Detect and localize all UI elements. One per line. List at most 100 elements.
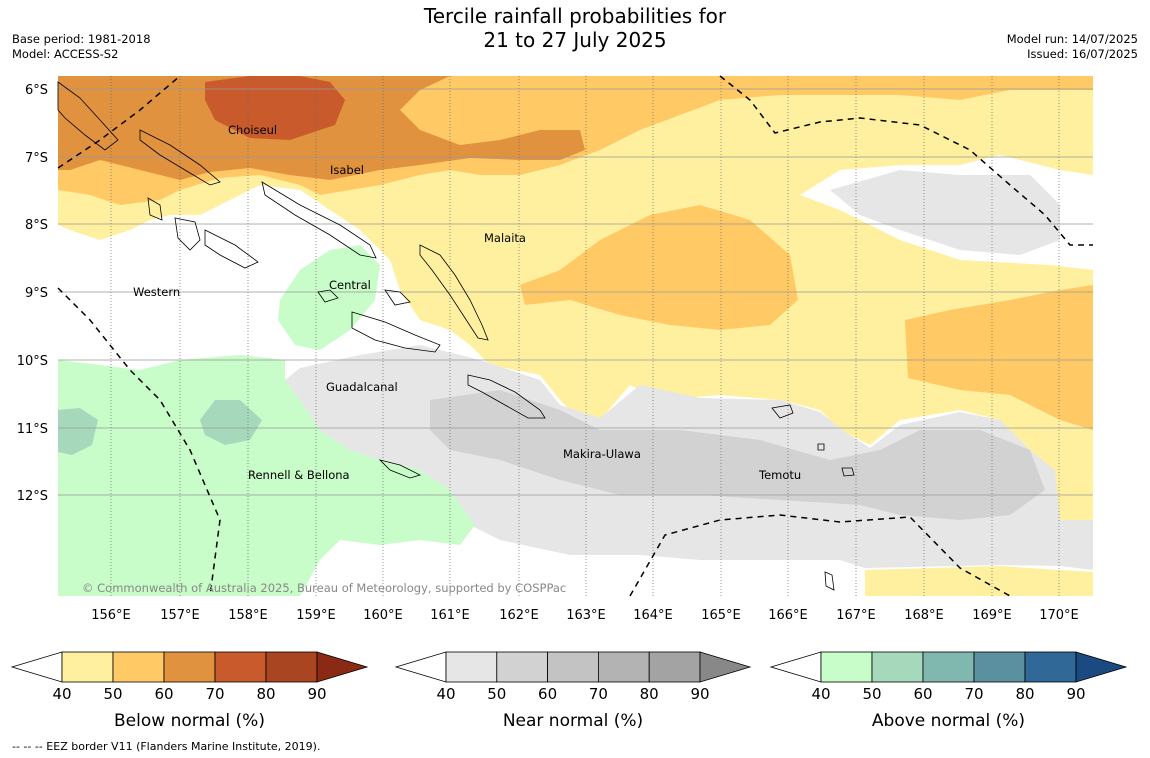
model-name: Model: ACCESS-S2 <box>12 47 119 61</box>
eez-borders <box>57 75 1093 597</box>
graticule: 156°E 157°E 158°E 159°E 160°E 161°E 162°E 163°E… <box>17 76 1093 623</box>
lat-tick-label: 6°S <box>25 83 48 98</box>
region-label-central: Central <box>329 278 371 292</box>
lat-tick-label: 12°S <box>17 489 48 504</box>
region-labels: Choiseul Isabel Malaita Western Central … <box>133 123 801 482</box>
lon-tick-label: 159°E <box>296 608 336 623</box>
colorbar-title: Below normal (%) <box>114 711 265 731</box>
region-label-guadalcanal: Guadalcanal <box>326 380 398 394</box>
colorbar-3: 40 50 60 70 80 90 Above normal (%) <box>769 651 1128 731</box>
colorbar-tick-label: 50 <box>487 685 506 703</box>
below-normal-40-region-south <box>865 566 1093 596</box>
colorbar-swatch <box>547 651 599 683</box>
meta-left: Base period: 1981-2018 Model: ACCESS-S2 <box>12 32 151 62</box>
rennell-island <box>378 459 422 479</box>
colorbar-swatch <box>214 651 267 683</box>
eez-footnote: -- -- -- EEZ border V11 (Flanders Marine… <box>12 740 321 753</box>
lon-tick-label: 166°E <box>768 608 808 623</box>
colorbar-tick-label: 80 <box>640 685 659 703</box>
issued-date: Issued: 16/07/2025 <box>1027 47 1138 61</box>
colorbar-tick-label: 60 <box>913 685 932 703</box>
colorbar-swatch <box>163 651 216 683</box>
lon-tick-label: 163°E <box>566 608 606 623</box>
colorbar-tick-label: 90 <box>1066 685 1085 703</box>
colorbar-swatch <box>922 651 975 683</box>
colorbar-over-triangle <box>316 651 369 683</box>
colorbar-title: Above normal (%) <box>872 711 1025 731</box>
above-normal-40-region <box>58 355 475 596</box>
colorbar-swatch <box>112 651 165 683</box>
lon-tick-label: 167°E <box>836 608 876 623</box>
bougainville-island <box>57 81 119 151</box>
region-label-choiseul: Choiseul <box>228 123 277 137</box>
probability-field <box>58 76 1093 596</box>
colorbar-tick-label: 40 <box>811 685 830 703</box>
vanikoro-island <box>824 571 835 591</box>
region-label-western: Western <box>133 285 180 299</box>
santa-cruz-islands <box>771 404 855 477</box>
colorbar-tick-label: 80 <box>256 685 275 703</box>
colorbar-swatch <box>648 651 701 683</box>
choiseul-island <box>139 129 221 186</box>
colorbar-swatch <box>265 651 318 683</box>
colorbar-over-triangle <box>699 651 752 683</box>
lat-tick-label: 10°S <box>17 354 48 369</box>
colorbar-title: Near normal (%) <box>503 711 643 731</box>
colorbar-tick-label: 40 <box>436 685 455 703</box>
lon-tick-label: 164°E <box>633 608 673 623</box>
colorbar-tick-label: 70 <box>205 685 224 703</box>
colorbar-swatch <box>973 651 1026 683</box>
lon-tick-label: 160°E <box>363 608 403 623</box>
isabel-island <box>261 181 377 259</box>
colorbar-tick-label: 50 <box>862 685 881 703</box>
meta-right: Model run: 14/07/2025 Issued: 16/07/2025 <box>1007 32 1138 62</box>
eez-south <box>629 514 1011 597</box>
colorbar-2: 40 50 60 70 80 90 Near normal (%) <box>394 651 752 731</box>
colorbars: 40 50 60 70 80 90 Below normal (%) 40 50 60 70 80 90… <box>10 651 1128 731</box>
eez-north-east <box>719 75 1093 246</box>
colorbar-swatch <box>598 651 650 683</box>
colorbar-tick-label: 80 <box>1015 685 1034 703</box>
colorbar-under-triangle <box>769 651 822 683</box>
colorbar-swatch <box>61 651 114 683</box>
guadalcanal-island <box>351 311 441 353</box>
region-label-malaita: Malaita <box>484 231 526 245</box>
copyright-notice: © Commonwealth of Australia 2025, Bureau… <box>82 581 566 595</box>
region-label-temotu: Temotu <box>758 468 801 482</box>
lon-tick-label: 156°E <box>91 608 131 623</box>
coastlines <box>57 81 855 591</box>
lon-tick-label: 157°E <box>160 608 200 623</box>
region-label-isabel: Isabel <box>330 163 364 177</box>
colorbar-under-triangle <box>394 651 447 683</box>
model-run: Model run: 14/07/2025 <box>1006 32 1138 46</box>
above-normal-40-region-central <box>278 245 380 350</box>
lon-tick-label: 158°E <box>228 608 268 623</box>
below-normal-70-region <box>205 76 345 140</box>
title-line-2: 21 to 27 July 2025 <box>483 28 667 52</box>
colorbar-tick-label: 70 <box>589 685 608 703</box>
colorbar-tick-label: 60 <box>538 685 557 703</box>
eez-north-west <box>57 75 181 169</box>
colorbar-tick-label: 60 <box>154 685 173 703</box>
colorbar-1: 40 50 60 70 80 90 Below normal (%) <box>10 651 369 731</box>
lat-tick-label: 11°S <box>17 422 48 437</box>
lon-tick-label: 168°E <box>904 608 944 623</box>
below-normal-50-region-east <box>905 285 1093 430</box>
russell-islands <box>317 289 339 303</box>
lon-tick-label: 170°E <box>1039 608 1079 623</box>
above-normal-50-region <box>200 400 262 445</box>
western-islands <box>147 197 259 269</box>
colorbar-swatch <box>871 651 924 683</box>
makira-island <box>467 374 546 419</box>
region-label-rennell-bellona: Rennell & Bellona <box>248 468 350 482</box>
lat-tick-label: 8°S <box>25 218 48 233</box>
lon-tick-label: 161°E <box>430 608 470 623</box>
above-normal-50-region-west <box>58 408 98 455</box>
title-line-1: Tercile rainfall probabilities for <box>423 4 727 28</box>
colorbar-tick-label: 90 <box>307 685 326 703</box>
near-normal-40-region-east <box>830 170 1060 255</box>
lon-tick-label: 165°E <box>701 608 741 623</box>
colorbar-under-triangle <box>10 651 63 683</box>
map-title: Tercile rainfall probabilities for 21 to… <box>0 4 1150 52</box>
